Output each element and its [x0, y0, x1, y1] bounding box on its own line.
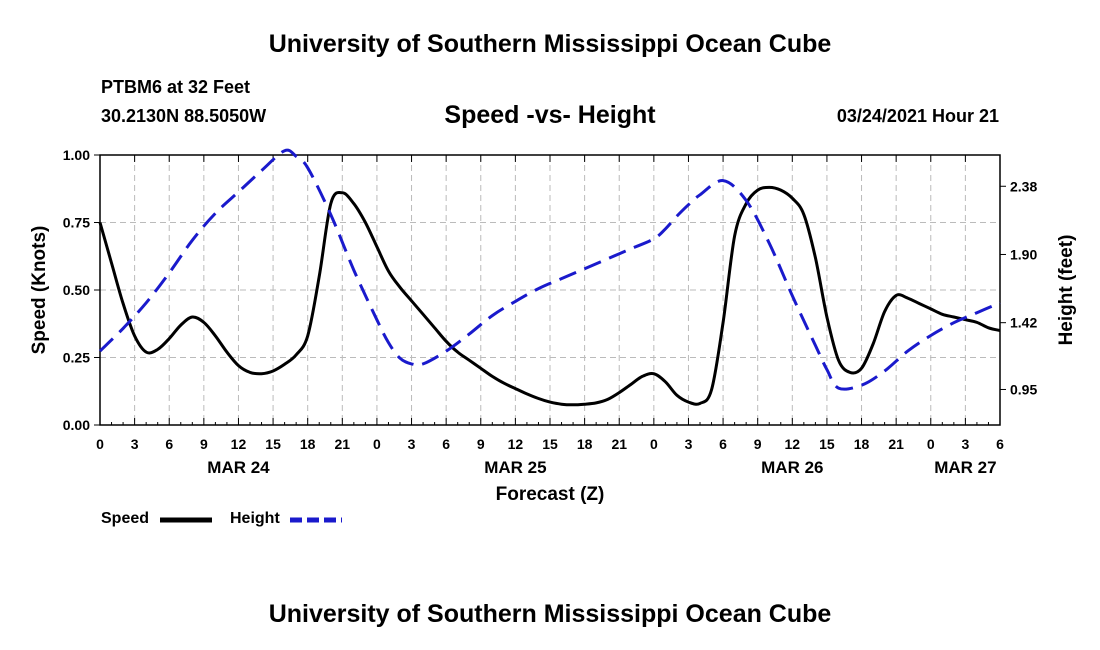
x-tick-label: 12: [508, 436, 524, 452]
x-tick-label: 6: [442, 436, 450, 452]
forecast-datetime: 03/24/2021 Hour 21: [836, 106, 999, 126]
y-left-tick-label: 0.00: [63, 417, 90, 433]
x-tick-label: 0: [373, 436, 381, 452]
x-tick-label: 12: [231, 436, 247, 452]
day-label: MAR 24: [207, 458, 270, 477]
chart-subtitle: Speed -vs- Height: [444, 101, 656, 129]
height-series-line: [98, 148, 1001, 391]
x-tick-label: 18: [854, 436, 870, 452]
x-tick-label: 9: [477, 436, 485, 452]
x-tick-label: 15: [542, 436, 558, 452]
day-label: MAR 26: [761, 458, 823, 477]
x-tick-label: 6: [719, 436, 727, 452]
x-tick-label: 0: [96, 436, 104, 452]
y-left-tick-label: 1.00: [63, 147, 90, 163]
x-tick-label: 18: [300, 436, 316, 452]
footer-title: University of Southern Mississippi Ocean…: [268, 600, 832, 628]
legend-height-label: Height: [230, 510, 280, 527]
chart-title: University of Southern Mississippi Ocean…: [268, 30, 832, 58]
legend-speed-label: Speed: [101, 510, 150, 527]
y-left-tick-label: 0.50: [63, 282, 90, 298]
x-tick-label: 21: [611, 436, 627, 452]
x-tick-label: 21: [335, 436, 351, 452]
y-left-tick-label: 0.25: [63, 350, 90, 366]
y-right-tick-label: 0.95: [1010, 381, 1037, 397]
station-label: PTBM6 at 32 Feet: [101, 77, 251, 97]
y-left-tick-label: 0.75: [63, 215, 90, 231]
y-left-axis-title: Speed (Knots): [29, 226, 50, 355]
x-tick-label: 3: [685, 436, 693, 452]
x-tick-label: 3: [408, 436, 416, 452]
y-right-tick-label: 1.42: [1010, 315, 1037, 331]
y-right-axis-title: Height (feet): [1056, 235, 1077, 346]
x-tick-label: 21: [888, 436, 904, 452]
y-right-tick-label: 2.38: [1010, 178, 1037, 194]
x-tick-label: 3: [961, 436, 969, 452]
y-right-tick-label: 1.90: [1010, 246, 1037, 262]
x-tick-label: 0: [927, 436, 935, 452]
x-tick-label: 18: [577, 436, 593, 452]
x-tick-label: 9: [754, 436, 762, 452]
day-label: MAR 27: [934, 458, 996, 477]
speed-series-line: [98, 185, 1001, 407]
coordinates-label: 30.2130N 88.5050W: [101, 106, 267, 126]
x-tick-label: 6: [165, 436, 173, 452]
x-tick-label: 6: [996, 436, 1004, 452]
x-tick-label: 3: [131, 436, 139, 452]
day-label: MAR 25: [484, 458, 546, 477]
x-tick-label: 15: [265, 436, 281, 452]
x-tick-label: 0: [650, 436, 658, 452]
x-axis-title: Forecast (Z): [496, 484, 605, 505]
x-tick-label: 9: [200, 436, 208, 452]
x-tick-label: 12: [785, 436, 801, 452]
x-tick-label: 15: [819, 436, 835, 452]
